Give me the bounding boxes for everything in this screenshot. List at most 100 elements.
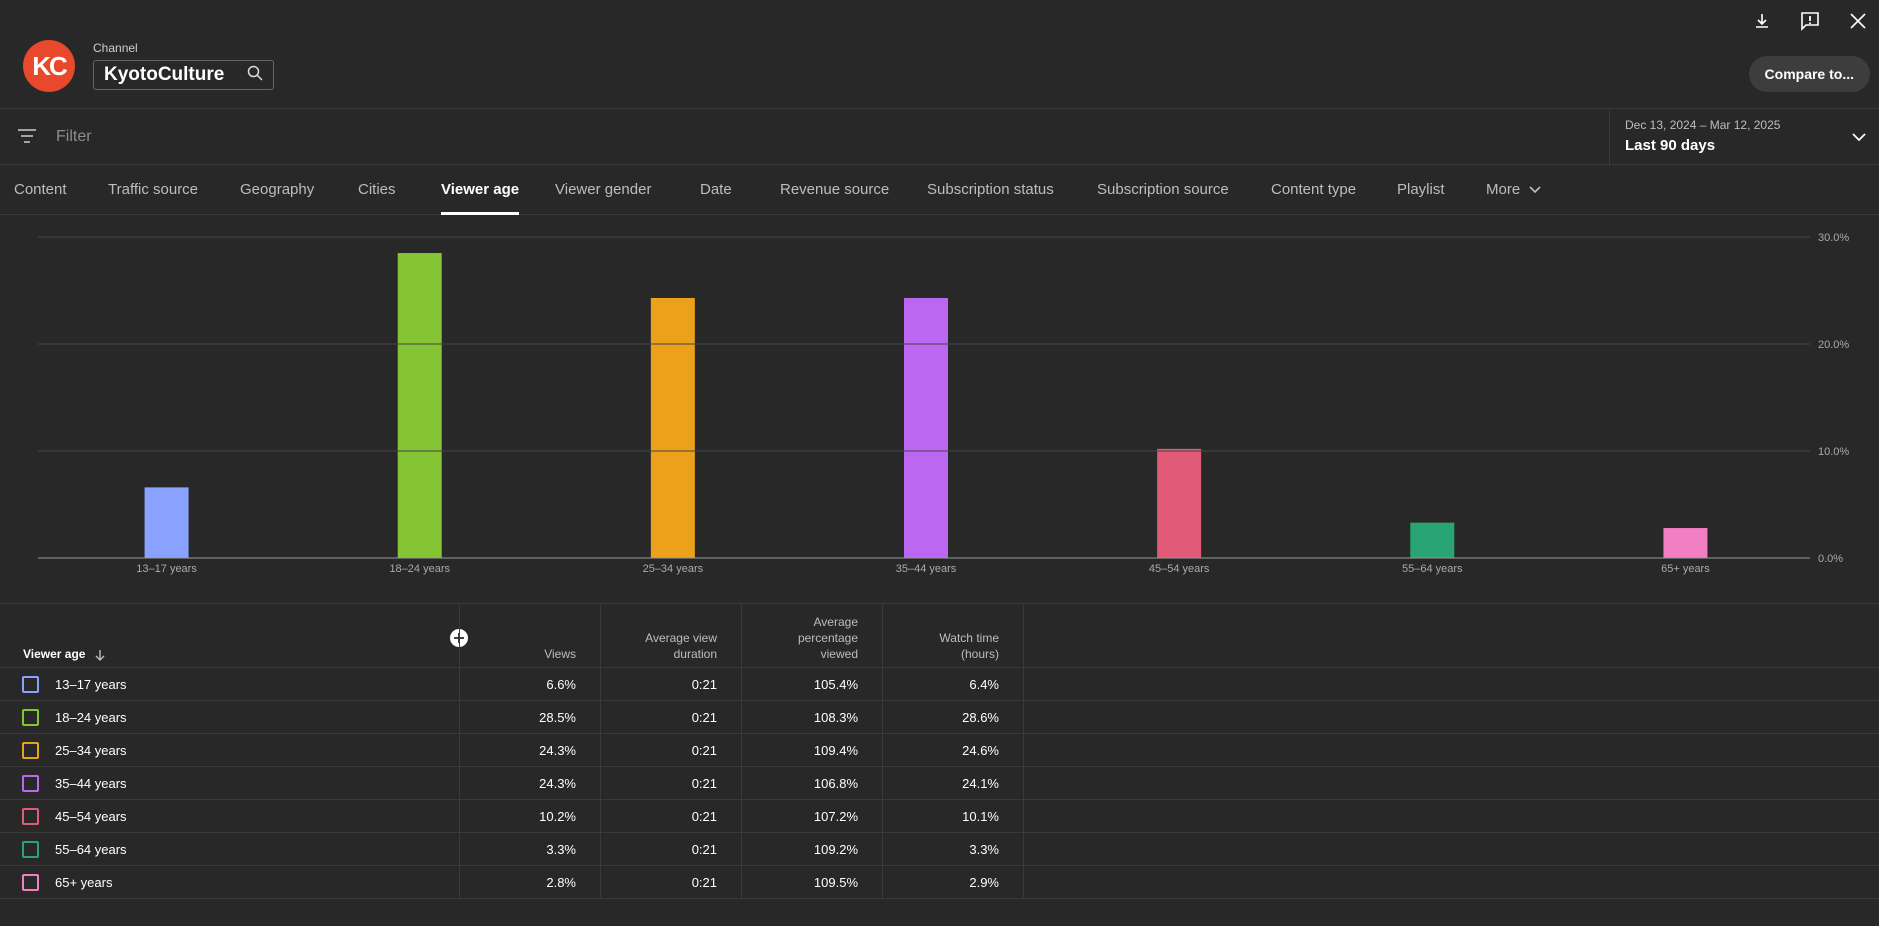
column-viewer-age[interactable]: Viewer age xyxy=(0,604,459,668)
series-toggle-checkbox[interactable] xyxy=(22,841,39,858)
tab-more[interactable]: More xyxy=(1486,181,1542,198)
cell-avg-pct: 108.3% xyxy=(813,710,858,725)
table-row[interactable]: 35–44 years 24.3% 0:21 106.8% 24.1% xyxy=(0,767,1879,800)
column-divider xyxy=(600,604,601,899)
tab-cities[interactable]: Cities xyxy=(358,181,396,198)
cell-avg-duration: 0:21 xyxy=(691,743,717,758)
tab-traffic-source[interactable]: Traffic source xyxy=(108,181,199,198)
column-divider xyxy=(882,604,883,899)
filter-bar: Filter Dec 13, 2024 – Mar 12, 2025 Last … xyxy=(0,108,1879,166)
compare-button[interactable]: Compare to... xyxy=(1748,56,1870,92)
feedback-icon[interactable] xyxy=(1797,8,1823,34)
report-tabs: Content Traffic source Geography Cities … xyxy=(0,165,1879,215)
tab-subscription-status[interactable]: Subscription status xyxy=(927,181,1054,198)
bar-2[interactable] xyxy=(650,297,695,558)
bar-1[interactable] xyxy=(397,253,442,559)
x-tick-label: 35–44 years xyxy=(896,563,957,575)
filter-icon[interactable] xyxy=(17,128,37,149)
table-row[interactable]: 18–24 years 28.5% 0:21 108.3% 28.6% xyxy=(0,701,1879,734)
series-toggle-checkbox[interactable] xyxy=(22,709,39,726)
column-divider xyxy=(459,604,460,899)
tab-revenue-source[interactable]: Revenue source xyxy=(780,181,890,198)
tab-more-label: More xyxy=(1486,181,1521,198)
bar-6[interactable] xyxy=(1663,528,1708,558)
cell-avg-pct: 107.2% xyxy=(813,809,858,824)
tab-content[interactable]: Content xyxy=(14,181,67,198)
viewer-age-table: Viewer age Views Average view duration Av… xyxy=(0,603,1879,926)
tab-viewer-gender[interactable]: Viewer gender xyxy=(555,181,652,198)
tab-playlist[interactable]: Playlist xyxy=(1397,181,1445,198)
table-row[interactable]: 65+ years 2.8% 0:21 109.5% 2.9% xyxy=(0,866,1879,899)
cell-views: 6.6% xyxy=(546,677,576,692)
column-divider xyxy=(1023,604,1024,899)
column-avg-pct-viewed[interactable]: Average percentage viewed xyxy=(741,604,882,668)
y-tick-label: 0.0% xyxy=(1818,553,1843,565)
chevron-down-icon xyxy=(1851,129,1867,147)
cell-avg-pct: 109.2% xyxy=(813,842,858,857)
x-tick-label: 55–64 years xyxy=(1402,563,1463,575)
series-toggle-checkbox[interactable] xyxy=(22,742,39,759)
y-tick-label: 10.0% xyxy=(1818,446,1849,458)
x-tick-label: 18–24 years xyxy=(389,563,450,575)
series-toggle-checkbox[interactable] xyxy=(22,775,39,792)
window-actions xyxy=(1749,8,1871,34)
cell-avg-duration: 0:21 xyxy=(691,842,717,857)
column-avg-view-duration[interactable]: Average view duration xyxy=(600,604,741,668)
x-tick-label: 45–54 years xyxy=(1149,563,1210,575)
search-icon[interactable] xyxy=(247,65,263,86)
channel-selector[interactable]: KyotoCulture xyxy=(93,60,274,90)
tab-date[interactable]: Date xyxy=(700,181,732,198)
bar-0[interactable] xyxy=(144,487,189,558)
table-row[interactable]: 55–64 years 3.3% 0:21 109.2% 3.3% xyxy=(0,833,1879,866)
series-toggle-checkbox[interactable] xyxy=(22,676,39,693)
table-row[interactable]: 13–17 years 6.6% 0:21 105.4% 6.4% xyxy=(0,668,1879,701)
x-tick-label: 13–17 years xyxy=(136,563,197,575)
cell-watch-time: 24.6% xyxy=(962,743,999,758)
date-period: Last 90 days xyxy=(1625,137,1716,154)
column-views-label: Views xyxy=(544,647,576,661)
column-viewer-age-label: Viewer age xyxy=(23,647,86,661)
table-row[interactable]: 45–54 years 10.2% 0:21 107.2% 10.1% xyxy=(0,800,1879,833)
bar-4[interactable] xyxy=(1157,448,1202,558)
close-icon[interactable] xyxy=(1845,8,1871,34)
bar-5[interactable] xyxy=(1410,522,1455,558)
table-row[interactable]: 25–34 years 24.3% 0:21 109.4% 24.6% xyxy=(0,734,1879,767)
cell-views: 3.3% xyxy=(546,842,576,857)
cell-views: 24.3% xyxy=(539,743,576,758)
row-label: 25–34 years xyxy=(55,743,127,758)
bar-chart: 0.0% 10.0% 20.0% 30.0% 13–17 years 18–24 year… xyxy=(38,232,1849,575)
download-icon[interactable] xyxy=(1749,8,1775,34)
x-tick-label: 65+ years xyxy=(1661,563,1710,575)
cell-views: 28.5% xyxy=(539,710,576,725)
cell-views: 2.8% xyxy=(546,875,576,890)
column-watch-time[interactable]: Watch time (hours) xyxy=(882,604,1023,668)
sort-down-icon[interactable] xyxy=(93,648,107,662)
filter-input[interactable]: Filter xyxy=(56,128,92,145)
cell-avg-duration: 0:21 xyxy=(691,776,717,791)
column-views[interactable]: Views xyxy=(459,604,600,668)
cell-avg-pct: 109.4% xyxy=(813,743,858,758)
row-label: 65+ years xyxy=(55,875,113,890)
date-range-picker[interactable]: Dec 13, 2024 – Mar 12, 2025 Last 90 days xyxy=(1609,109,1879,166)
bar-3[interactable] xyxy=(904,297,948,558)
tab-subscription-source[interactable]: Subscription source xyxy=(1097,181,1229,198)
cell-views: 10.2% xyxy=(539,809,576,824)
row-label: 45–54 years xyxy=(55,809,127,824)
row-label: 13–17 years xyxy=(55,677,127,692)
cell-views: 24.3% xyxy=(539,776,576,791)
tab-content-type[interactable]: Content type xyxy=(1271,181,1357,198)
series-toggle-checkbox[interactable] xyxy=(22,808,39,825)
column-divider xyxy=(741,604,742,899)
cell-watch-time: 2.9% xyxy=(969,875,999,890)
column-avg-pct-viewed-label: Average percentage viewed xyxy=(797,615,858,661)
cell-avg-duration: 0:21 xyxy=(691,809,717,824)
tab-geography[interactable]: Geography xyxy=(240,181,315,198)
cell-watch-time: 6.4% xyxy=(969,677,999,692)
channel-avatar: KC xyxy=(23,40,75,92)
tab-viewer-age[interactable]: Viewer age xyxy=(441,181,520,215)
series-toggle-checkbox[interactable] xyxy=(22,874,39,891)
cell-avg-pct: 106.8% xyxy=(813,776,858,791)
chevron-down-icon xyxy=(1529,186,1541,194)
cell-avg-duration: 0:21 xyxy=(691,677,717,692)
cell-avg-duration: 0:21 xyxy=(691,710,717,725)
